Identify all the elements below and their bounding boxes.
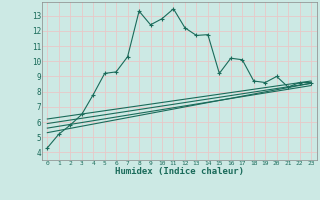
X-axis label: Humidex (Indice chaleur): Humidex (Indice chaleur)	[115, 167, 244, 176]
